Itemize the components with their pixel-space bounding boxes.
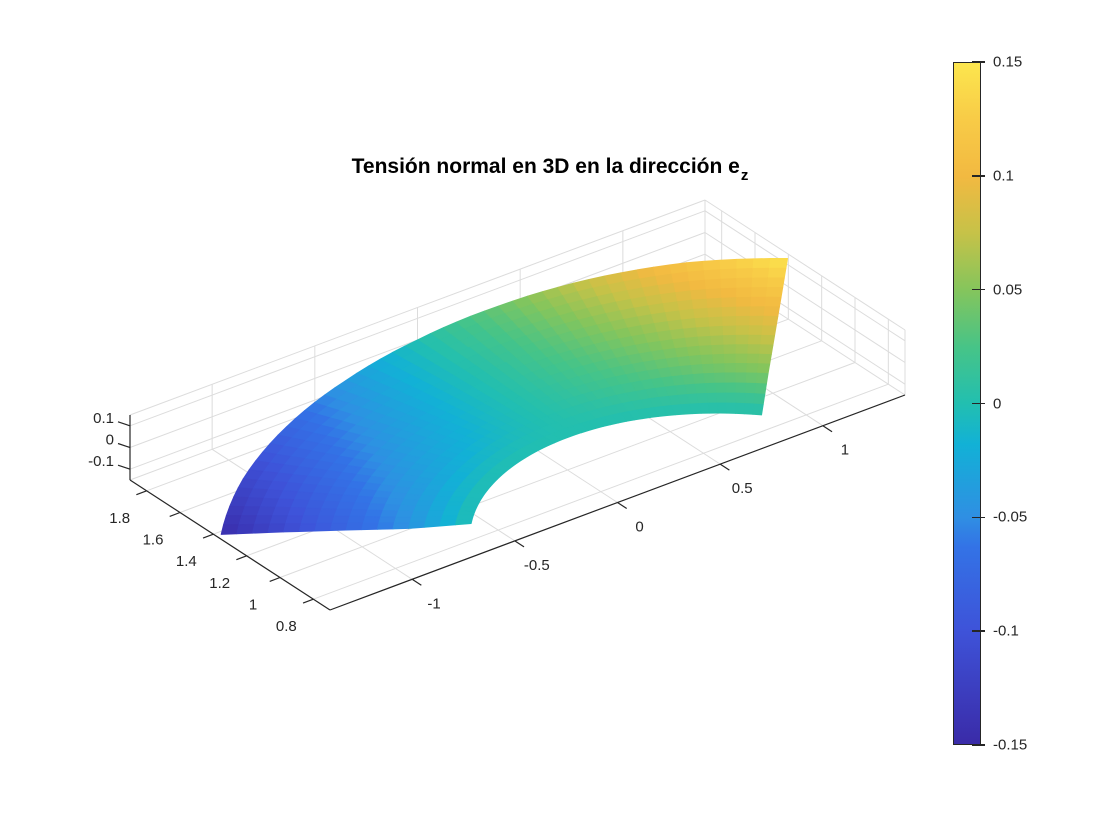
x-tick-label: 1 <box>841 442 849 459</box>
plot-title: Tensión normal en 3D en la dirección ez <box>250 155 850 184</box>
axis-lines <box>117 394 906 611</box>
y-tick-label: 1 <box>249 597 257 614</box>
colorbar-tick-label: -0.1 <box>993 622 1019 640</box>
z-tick-label: 0 <box>106 432 114 449</box>
y-tick-label: 1.4 <box>176 553 197 570</box>
colorbar-tick-label: -0.05 <box>993 508 1028 526</box>
x-tick-label: -0.5 <box>524 557 550 574</box>
colorbar-tick <box>972 402 985 405</box>
x-tick-label: -1 <box>427 595 440 612</box>
colorbar-tick-label: 0.1 <box>993 167 1014 185</box>
y-tick-label: 1.2 <box>209 575 230 592</box>
colorbar-tick <box>972 516 985 519</box>
colorbar-tick-label: 0.15 <box>993 53 1023 71</box>
z-tick-label: 0.1 <box>93 410 114 427</box>
colorbar-tick <box>972 744 985 746</box>
plot-title-text: Tensión normal en 3D en la dirección e <box>351 155 740 178</box>
colorbar-tick-label: -0.15 <box>993 736 1028 754</box>
colorbar-tick <box>972 288 985 291</box>
x-tick-label: 0.5 <box>732 480 753 497</box>
colorbar-tick-label: 0 <box>993 395 1002 412</box>
plot-title-subscript: z <box>740 167 749 184</box>
colorbar-tick <box>972 61 985 63</box>
colorbar-tick <box>972 630 985 632</box>
x-tick-label: 0 <box>635 519 643 536</box>
y-tick-label: 1.8 <box>109 510 130 527</box>
y-tick-label: 0.8 <box>276 618 297 635</box>
colorbar-tick <box>972 175 985 177</box>
surface-mesh <box>220 258 789 535</box>
z-tick-label: -0.1 <box>88 453 114 470</box>
colorbar-tick-label: 0.05 <box>993 281 1023 299</box>
tick-labels: -1 -0.5 0 0.5 1 0.8 1 1.2 1.4 1.6 1.8 0.1 0 -0.1 <box>88 410 849 635</box>
y-tick-label: 1.6 <box>143 532 164 549</box>
